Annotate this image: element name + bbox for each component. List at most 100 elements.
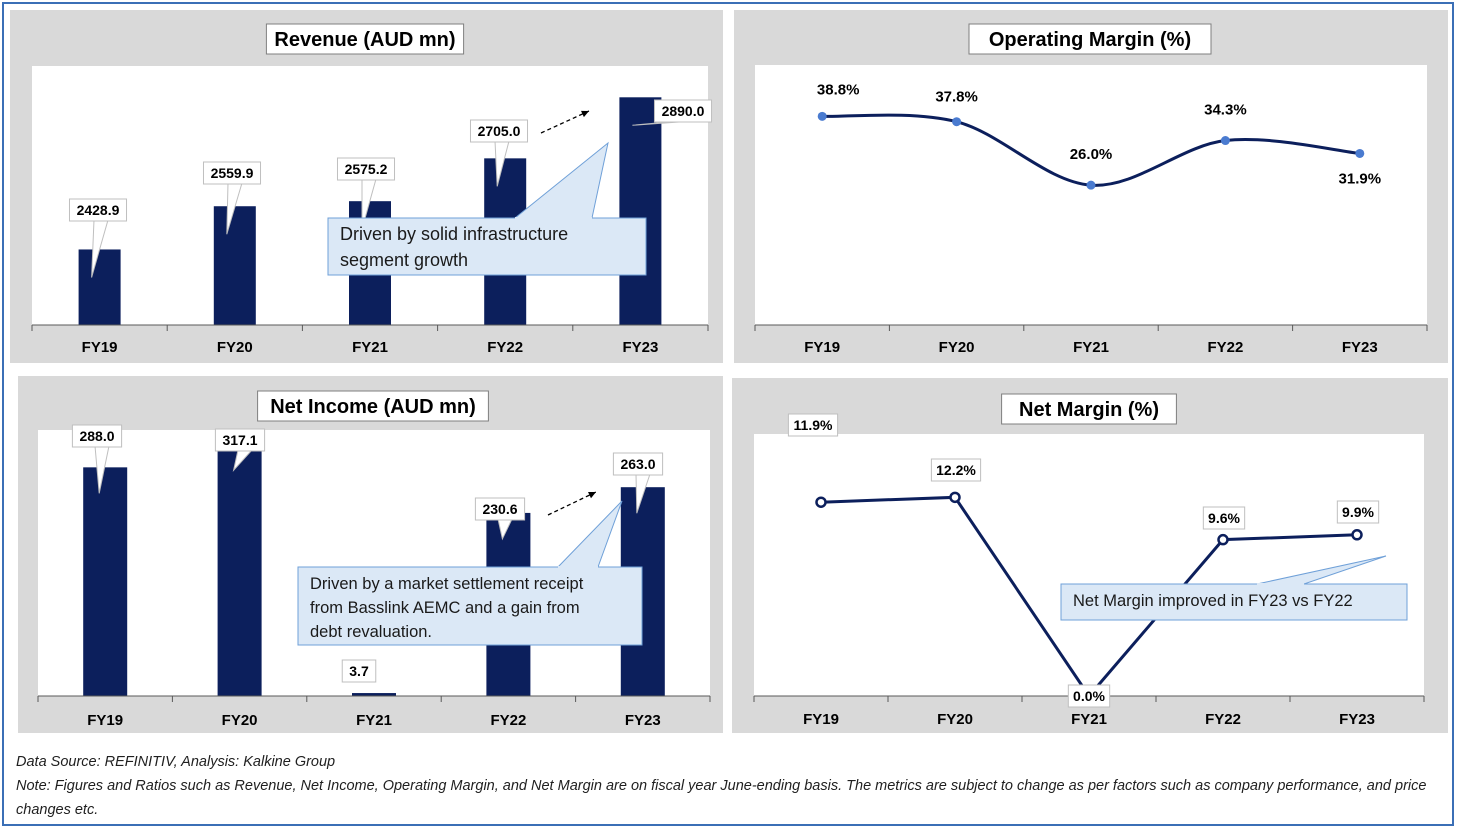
data-label-box [474, 497, 526, 521]
operating-margin-panel: FY19 FY20 FY21 FY22 FY23 38.8% 37.8% 26.0% 34.3%… [734, 10, 1448, 363]
x-tick-label: FY20 [217, 339, 253, 356]
data-label-box [202, 161, 262, 185]
data-label: 3.7 [349, 663, 369, 679]
x-tick-label: FY19 [804, 339, 840, 356]
data-source-text: Data Source: REFINITIV, Analysis: Kalkin… [16, 754, 336, 770]
data-label: 9.9% [1342, 504, 1374, 520]
plot-area [754, 434, 1424, 696]
operating-margin-point [817, 111, 827, 121]
x-tick-label: FY20 [939, 339, 975, 356]
net-income-panel: FY19 FY20 FY21 FY22 FY23 288.0 317.1 3.7 230.6 26… [18, 376, 723, 733]
net-income-bar [217, 444, 262, 696]
data-label: 230.6 [482, 501, 517, 517]
plot-area [755, 65, 1427, 325]
net-income-bar [352, 693, 396, 696]
data-label: 37.8% [935, 89, 978, 106]
data-label: 0.0% [1073, 688, 1105, 704]
x-tick-label: FY19 [82, 339, 118, 356]
data-label-box [930, 458, 982, 482]
data-label-box [1336, 500, 1380, 524]
x-tick-label: FY23 [625, 712, 661, 729]
x-tick-label: FY21 [352, 339, 388, 356]
trend-arrow-line [540, 110, 590, 134]
data-label: 263.0 [620, 456, 655, 472]
data-label: 2428.9 [77, 202, 120, 218]
net-margin-point [949, 491, 961, 504]
data-label-box [214, 428, 266, 452]
x-tick-label: FY22 [487, 339, 523, 356]
operating-margin-chart: FY19 FY20 FY21 FY22 FY23 38.8% 37.8% 26.0% 34.3%… [754, 23, 1428, 356]
callout-box [327, 217, 647, 276]
x-tick-label: FY23 [1339, 711, 1375, 728]
data-label: 31.9% [1339, 170, 1382, 187]
x-tick-label: FY23 [1342, 339, 1378, 356]
data-label: 11.9% [794, 417, 833, 433]
net-income-chart: FY19 FY20 FY21 FY22 FY23 288.0 317.1 3.7 230.6 26… [37, 390, 711, 729]
data-label-box [341, 659, 377, 683]
data-label-box [1067, 684, 1111, 708]
x-tick-label: FY22 [1207, 339, 1243, 356]
operating-margin-point [952, 117, 962, 127]
callout-box [1060, 583, 1408, 621]
data-label: 2890.0 [662, 103, 705, 119]
net-margin-panel: FY19 FY20 FY21 FY22 FY23 11.9% 12.2% 0.0% 9.6% 9.… [732, 378, 1448, 733]
data-label-box [469, 119, 529, 143]
note-text: Note: Figures and Ratios such as Revenue… [16, 778, 1427, 818]
chart-title-box [265, 23, 465, 55]
callout-text: Net Margin improved in FY23 vs FY22 [1073, 592, 1353, 610]
footer: Data Source: REFINITIV, Analysis: Kalkin… [16, 750, 1446, 822]
callout-text: debt revaluation. [310, 623, 432, 641]
operating-margin-point [1220, 136, 1230, 146]
data-label-box [68, 198, 128, 222]
x-tick-label: FY21 [356, 712, 392, 729]
net-margin-point [1217, 533, 1229, 546]
callout-text: from Basslink AEMC and a gain from [310, 599, 580, 617]
chart-title-box [257, 390, 489, 422]
data-label: 38.8% [817, 81, 860, 98]
data-label-box [336, 157, 396, 181]
revenue-panel: FY19 FY20 FY21 FY22 FY23 2428.9 2559.9 2575.2 27… [10, 10, 723, 363]
net-margin-chart: FY19 FY20 FY21 FY22 FY23 11.9% 12.2% 0.0% 9.6% 9.… [753, 393, 1425, 728]
data-label: 34.3% [1204, 102, 1247, 119]
data-label-box [653, 99, 713, 123]
data-label: 288.0 [79, 428, 114, 444]
callout-text: segment growth [340, 250, 468, 270]
operating-margin-point [1086, 180, 1096, 190]
operating-margin-point [1355, 148, 1365, 158]
data-label: 26.0% [1070, 146, 1113, 163]
trend-arrow-head [581, 110, 589, 118]
data-label-box [612, 452, 664, 476]
chart-title: Operating Margin (%) [989, 29, 1191, 51]
plot-area [38, 430, 710, 696]
data-label: 2575.2 [345, 161, 388, 177]
revenue-bar [213, 206, 256, 325]
x-tick-label: FY23 [622, 339, 658, 356]
revenue-chart: FY19 FY20 FY21 FY22 FY23 2428.9 2559.9 2575.2 27… [31, 23, 713, 356]
data-label: 2559.9 [211, 165, 254, 181]
net-margin-point [1351, 529, 1363, 541]
chart-title-box [968, 23, 1212, 55]
trend-arrow-head [588, 491, 596, 499]
x-tick-label: FY19 [803, 711, 839, 728]
chart-title: Net Margin (%) [1019, 399, 1159, 421]
x-tick-label: FY21 [1073, 339, 1109, 356]
data-label-box [1202, 506, 1246, 530]
callout-box [297, 566, 643, 646]
trend-arrow-line [547, 491, 597, 516]
x-tick-label: FY20 [937, 711, 973, 728]
x-tick-label: FY22 [1205, 711, 1241, 728]
x-tick-label: FY20 [222, 712, 258, 729]
net-margin-point [815, 496, 827, 508]
data-label-box [787, 413, 839, 437]
callout-text: Driven by a market settlement receipt [310, 575, 584, 593]
data-label-box [71, 424, 123, 448]
data-label: 2705.0 [478, 123, 521, 139]
x-tick-label: FY19 [87, 712, 123, 729]
callout-text: Driven by solid infrastructure [340, 224, 568, 244]
chart-title: Net Income (AUD mn) [270, 396, 476, 418]
chart-title: Revenue (AUD mn) [274, 29, 455, 51]
data-label: 12.2% [936, 462, 976, 478]
chart-title-box [1001, 393, 1177, 425]
net-income-bar [83, 467, 128, 696]
